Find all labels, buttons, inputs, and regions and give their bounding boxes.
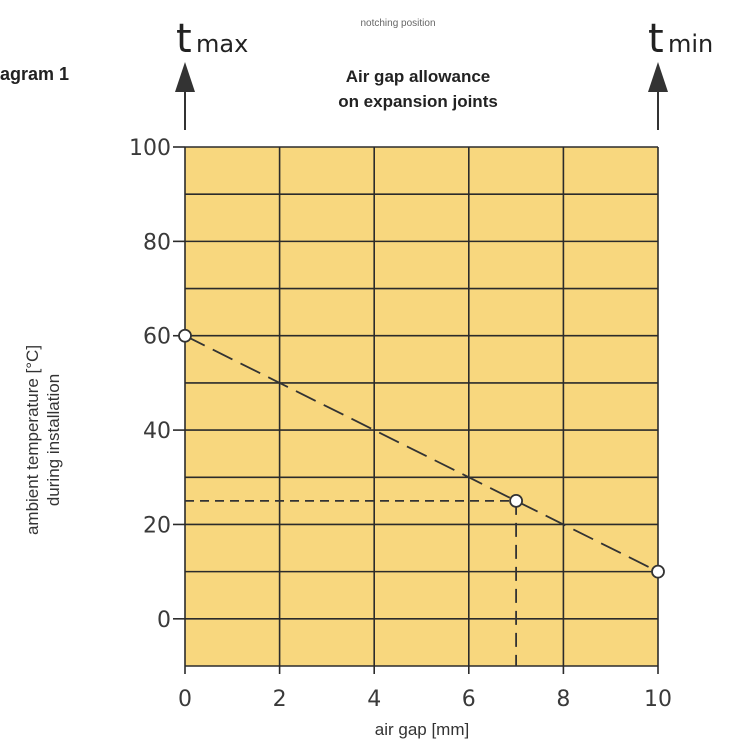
data-point-0: [178, 328, 192, 343]
series-line-0: [184, 334, 659, 573]
x-tick-label-10: 10: [644, 687, 672, 712]
svg-text:t: t: [176, 16, 192, 62]
y-tick-label-0: 0: [157, 608, 171, 633]
x-tick-label-8: 8: [556, 687, 570, 712]
y-tick-label-40: 40: [143, 419, 171, 444]
y-tick-label-20: 20: [143, 513, 171, 538]
y-axis-label-line-2: during installation: [44, 374, 63, 506]
x-tick-label-0: 0: [178, 687, 192, 712]
y-axis-label-line-1: ambient temperature [°C]: [23, 345, 42, 535]
t-min-arrow-icon: [648, 62, 668, 130]
chart-title-line-2: on expansion joints: [338, 92, 498, 111]
y-tick-label-60: 60: [143, 325, 171, 350]
x-tick-label-6: 6: [462, 687, 476, 712]
y-axis-label: ambient temperature [°C] during installa…: [23, 345, 63, 535]
y-tick-label-80: 80: [143, 230, 171, 255]
data-point-1: [509, 493, 523, 508]
grid-lines: [184, 146, 659, 667]
data-point-2: [651, 564, 665, 579]
diagram-label: agram 1: [0, 64, 69, 84]
svg-text:t: t: [648, 16, 664, 62]
t-min-label: t min: [648, 16, 713, 62]
x-tick-label-4: 4: [367, 687, 381, 712]
series-lines: [184, 334, 659, 573]
chart-title-line-1: Air gap allowance: [346, 67, 491, 86]
reference-lines: [185, 499, 517, 666]
data-markers: [178, 328, 665, 579]
x-axis-ticks: 0 2 4 6 8 10: [178, 666, 672, 712]
y-axis-ticks: 0 20 40 60 80 100: [129, 136, 185, 633]
x-tick-label-2: 2: [273, 687, 287, 712]
t-max-label: t max: [176, 16, 248, 62]
x-axis-label: air gap [mm]: [375, 720, 469, 739]
svg-text:max: max: [196, 30, 248, 58]
plot-area: [185, 147, 658, 666]
y-tick-label-100: 100: [129, 136, 171, 161]
svg-text:min: min: [668, 30, 713, 58]
t-max-arrow-icon: [175, 62, 195, 130]
notching-position-label: notching position: [360, 18, 435, 29]
